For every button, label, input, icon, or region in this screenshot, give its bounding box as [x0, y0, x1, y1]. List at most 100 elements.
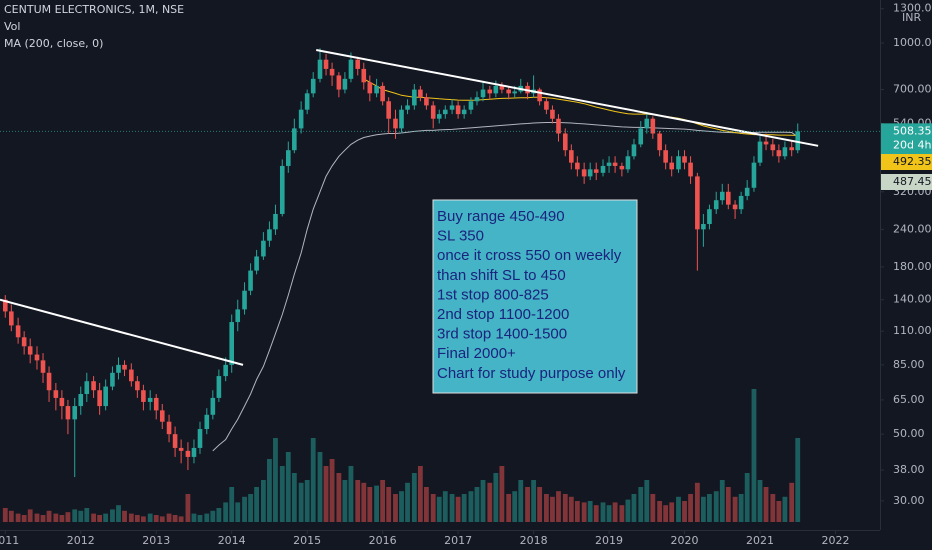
x-tick-label: 2018	[520, 534, 548, 547]
volume-bar	[480, 480, 486, 522]
volume-bar	[688, 494, 693, 522]
y-tick-label: 180.00	[893, 260, 932, 273]
volume-bar	[273, 438, 278, 522]
volume-bar	[134, 515, 140, 522]
candle-body	[719, 191, 725, 201]
y-tick-label: 38.00	[893, 463, 925, 476]
candle-body	[191, 447, 197, 457]
candle-body	[562, 133, 568, 151]
volume-bar	[229, 487, 235, 522]
volume-bar	[581, 502, 587, 522]
volume-bar	[204, 513, 210, 522]
volume-bar	[285, 452, 291, 522]
candle-body	[461, 109, 467, 115]
candle-body	[172, 434, 178, 448]
candle-body	[46, 372, 52, 391]
volume-bar	[732, 496, 738, 522]
volume-bar	[235, 502, 241, 522]
trendline-layer	[0, 48, 819, 366]
volume-bar	[782, 496, 788, 522]
volume-bar	[342, 480, 348, 522]
y-tick-label: 30.00	[893, 494, 925, 507]
volume-bar	[374, 485, 380, 522]
candle-body	[757, 141, 763, 163]
volume-bar	[323, 466, 329, 522]
volume-bar	[254, 487, 260, 522]
candle-body	[587, 169, 593, 177]
volume-bar	[789, 482, 795, 522]
candle-body	[682, 156, 687, 163]
candle-body	[442, 109, 448, 115]
candle-body	[15, 325, 21, 338]
candle-body	[487, 89, 493, 94]
volume-bar	[91, 513, 96, 522]
volume-bar	[197, 515, 203, 522]
volume-bar	[544, 494, 549, 522]
y-tick-label: 110.00	[893, 324, 932, 337]
candle-body	[367, 82, 373, 94]
annotation-line: once it cross 550 on weekly	[437, 247, 622, 264]
volume-bar	[776, 501, 782, 522]
candle-body	[380, 85, 385, 102]
volume-bar	[216, 508, 222, 522]
y-tick-label: 65.00	[893, 393, 925, 406]
volume-bar	[757, 480, 763, 522]
candle-body	[298, 109, 304, 129]
candle-body	[147, 397, 153, 402]
candle-body	[216, 376, 222, 398]
candle-body	[593, 169, 599, 173]
volume-bar	[166, 513, 172, 522]
volume-bar	[40, 515, 46, 522]
candle-body	[34, 354, 40, 361]
candle-body	[707, 209, 712, 225]
candle-body	[713, 200, 719, 210]
candle-body	[424, 97, 429, 106]
candle-body	[399, 109, 404, 129]
volume-bar	[493, 473, 499, 522]
candle-body	[537, 89, 542, 102]
volume-bar	[795, 438, 801, 522]
annotation-line: Final 2000+	[437, 345, 516, 362]
annotation-line: 3rd stop 1400-1500	[437, 326, 567, 343]
volume-bar	[248, 494, 253, 522]
candle-body	[210, 397, 216, 415]
volume-bar	[694, 482, 700, 522]
volume-bar	[550, 496, 555, 522]
volume-bar	[430, 494, 436, 522]
volume-bar	[669, 502, 675, 522]
candle-body	[204, 414, 210, 430]
candle-body	[110, 372, 115, 387]
candle-body	[412, 89, 417, 106]
candle-body	[770, 144, 776, 151]
volume-bar	[442, 491, 448, 522]
ma-layer	[212, 78, 798, 452]
y-tick-label: 50.00	[893, 427, 925, 440]
candle-body	[657, 133, 662, 151]
volume-bar	[606, 505, 612, 522]
volume-bar	[84, 508, 90, 522]
y-tick-label: 700.00	[893, 83, 932, 96]
candle-body	[355, 59, 361, 69]
candle-body	[569, 150, 574, 163]
y-tick-label: 1300.00	[893, 2, 932, 15]
candle-body	[310, 78, 316, 94]
volume-bar	[291, 473, 297, 522]
candle-body	[248, 270, 253, 291]
candle-body	[329, 68, 335, 76]
ma-price: 492.35	[893, 155, 932, 168]
x-tick-label: 2013	[142, 534, 170, 547]
volume-bar	[763, 487, 769, 522]
x-tick-label: 2012	[67, 534, 95, 547]
volume-bar	[78, 510, 84, 522]
candle-body	[575, 162, 580, 170]
annotation-line: 1st stop 800-825	[437, 286, 549, 303]
volume-bar	[329, 459, 335, 522]
volume-bar	[518, 480, 524, 522]
annotation-line: 2nd stop 1100-1200	[437, 306, 569, 323]
candle-body	[59, 397, 65, 407]
volume-bar	[72, 509, 78, 522]
volume-bar	[574, 501, 580, 522]
volume-bar	[2, 508, 8, 522]
candle-body	[763, 141, 769, 145]
candle-body	[336, 75, 342, 90]
